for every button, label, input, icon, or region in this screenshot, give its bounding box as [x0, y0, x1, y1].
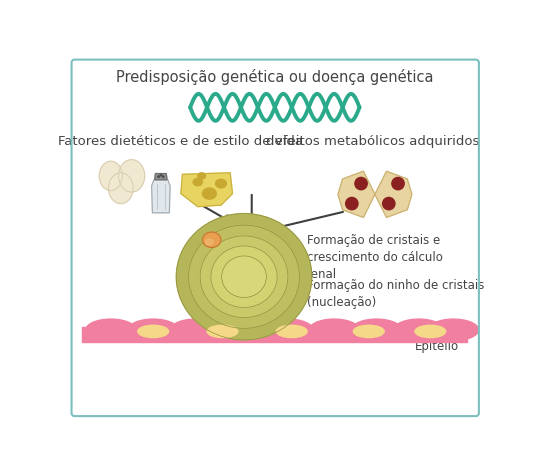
- Ellipse shape: [415, 325, 446, 338]
- Ellipse shape: [188, 225, 300, 328]
- Ellipse shape: [108, 173, 133, 203]
- Ellipse shape: [99, 161, 122, 190]
- Ellipse shape: [353, 325, 384, 338]
- Ellipse shape: [170, 319, 221, 341]
- Ellipse shape: [207, 325, 238, 338]
- Ellipse shape: [355, 178, 367, 190]
- Text: defeitos metabólicos adquiridos: defeitos metabólicos adquiridos: [266, 136, 480, 148]
- Ellipse shape: [200, 236, 288, 317]
- Ellipse shape: [176, 214, 312, 340]
- Ellipse shape: [346, 197, 358, 210]
- Ellipse shape: [215, 179, 226, 188]
- Text: Formação de cristais e
crescimento do cálculo
renal: Formação de cristais e crescimento do cá…: [307, 234, 443, 281]
- Text: Predisposição genética ou doença genética: Predisposição genética ou doença genétic…: [116, 69, 433, 84]
- Ellipse shape: [383, 197, 395, 210]
- Ellipse shape: [263, 319, 313, 341]
- Ellipse shape: [162, 176, 164, 178]
- Ellipse shape: [202, 188, 216, 199]
- Ellipse shape: [392, 178, 404, 190]
- Ellipse shape: [138, 325, 169, 338]
- Text: Epitélio: Epitélio: [415, 340, 459, 352]
- Ellipse shape: [309, 319, 359, 341]
- Polygon shape: [375, 171, 412, 218]
- Ellipse shape: [211, 246, 277, 308]
- Ellipse shape: [119, 160, 144, 192]
- Polygon shape: [338, 171, 375, 218]
- Text: Formação do ninho de cristais
(nucleação): Formação do ninho de cristais (nucleação…: [307, 279, 484, 309]
- Ellipse shape: [351, 319, 402, 341]
- Ellipse shape: [202, 232, 221, 247]
- Polygon shape: [181, 173, 233, 207]
- Ellipse shape: [86, 319, 136, 341]
- Polygon shape: [155, 173, 167, 180]
- Ellipse shape: [128, 319, 178, 341]
- Ellipse shape: [394, 319, 444, 341]
- Ellipse shape: [277, 325, 307, 338]
- FancyBboxPatch shape: [82, 327, 467, 342]
- Ellipse shape: [160, 174, 162, 176]
- Ellipse shape: [217, 319, 267, 341]
- Ellipse shape: [198, 173, 206, 179]
- Ellipse shape: [206, 239, 213, 245]
- Ellipse shape: [222, 256, 266, 298]
- Ellipse shape: [193, 179, 202, 186]
- Text: Fatores dietéticos e de estilo de vida: Fatores dietéticos e de estilo de vida: [57, 136, 303, 148]
- Polygon shape: [151, 180, 170, 213]
- Ellipse shape: [429, 319, 478, 341]
- Ellipse shape: [158, 176, 159, 178]
